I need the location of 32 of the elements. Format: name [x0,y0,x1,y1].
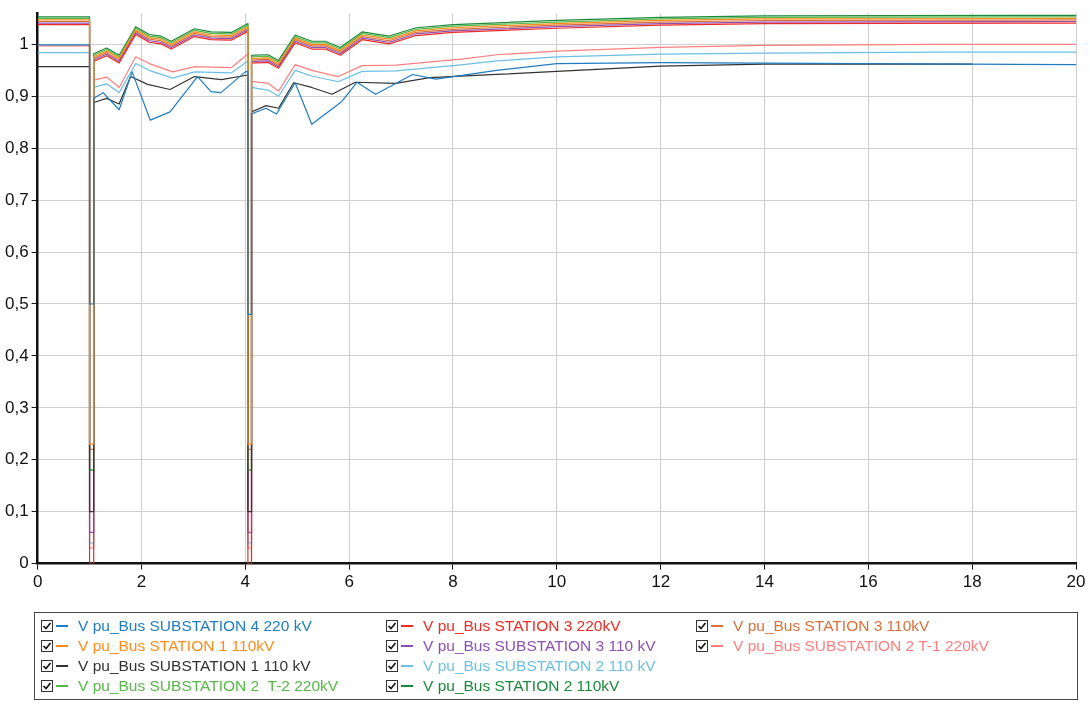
y-tick-label: 0,9 [4,85,29,105]
x-tick-label: 6 [344,572,354,592]
x-tick-label: 14 [755,572,774,592]
x-tick-label: 0 [32,572,43,592]
x-tick-label: 8 [448,572,458,592]
x-tick-label: 20 [1066,572,1086,592]
y-tick-label: 0,5 [4,293,29,313]
legend-label: V pu_Bus SUBSTATION 2 110 kV [423,657,656,675]
y-tick-label: 0,6 [4,241,29,261]
y-tick-label: 0 [19,553,29,573]
legend-label: V pu_Bus STATION 2 110kV [423,677,620,695]
x-tick-label: 10 [547,572,567,592]
y-tick-label: 0,1 [4,501,29,521]
x-tick-label: 4 [240,572,251,592]
y-tick-label: 1 [19,34,29,54]
legend-label: V pu_Bus SUBSTATION 2 T-2 220kV [78,677,339,695]
legend-label: V pu_Bus SUBSTATION 2 T-1 220kV [733,637,989,655]
legend-label: V pu_Bus STATION 1 110kV [78,637,275,655]
x-tick-label: 12 [651,572,671,592]
legend-label: V pu_Bus SUBSTATION 4 220 kV [78,617,312,635]
x-tick-label: 16 [858,572,878,592]
legend-label: V pu_Bus STATION 3 110kV [733,617,930,635]
y-tick-label: 0,3 [4,397,29,417]
x-tick-label: 18 [962,572,982,592]
x-tick-label: 2 [136,572,147,592]
y-tick-label: 0,8 [4,137,29,157]
y-tick-label: 0,2 [4,449,29,469]
legend-label: V pu_Bus STATION 3 220kV [423,617,621,635]
y-tick-label: 0,7 [4,189,29,209]
y-tick-label: 0,4 [4,345,29,365]
legend-label: V pu_Bus SUBSTATION 3 110 kV [423,637,656,655]
legend-label: V pu_Bus SUBSTATION 1 110 kV [78,657,311,675]
